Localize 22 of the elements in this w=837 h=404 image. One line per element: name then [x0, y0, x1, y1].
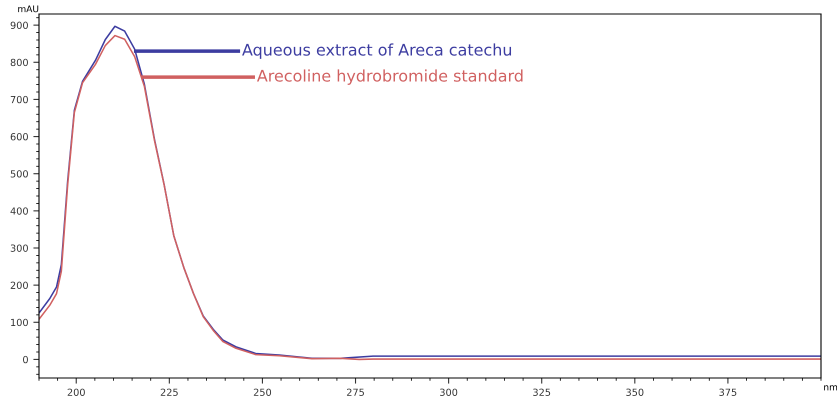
y-tick-label: 200	[10, 282, 28, 289]
x-tick-label: 275	[346, 388, 364, 396]
y-tick-label: 800	[10, 58, 28, 66]
y-tick-label: 700	[10, 96, 28, 104]
x-tick-label: 325	[533, 388, 550, 396]
y-tick-label: 100	[11, 318, 28, 326]
x-tick-label: 300	[440, 388, 458, 396]
x-tick-label: 375	[719, 388, 736, 396]
y-tick-label: 900	[10, 22, 28, 29]
text: Arecoline hydrobromide standard	[256, 69, 523, 85]
x-tick-label: 225	[160, 388, 178, 396]
y-tick-label: 300	[10, 244, 28, 252]
text: Aqueous extract of Areca catechu	[242, 43, 512, 59]
y-tick-label: 600	[10, 133, 28, 140]
x-tick-label: 250	[254, 388, 272, 396]
x-tick-label: 200	[68, 388, 85, 396]
y-tick-label: 400	[10, 207, 28, 215]
x-tick-label: 350	[626, 388, 644, 396]
y-tick-label: 0	[23, 356, 28, 364]
y-axis-title: mAU	[18, 6, 38, 12]
y-tick-label: 500	[10, 170, 28, 178]
x-axis-title: nm	[824, 385, 837, 390]
